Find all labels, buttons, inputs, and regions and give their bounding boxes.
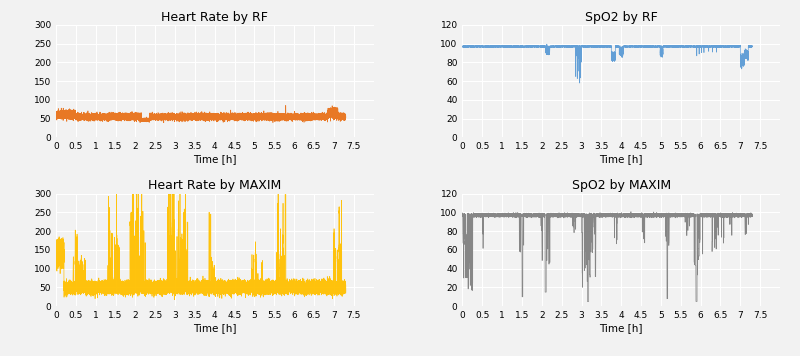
X-axis label: Time [h]: Time [h] xyxy=(599,323,643,333)
X-axis label: Time [h]: Time [h] xyxy=(599,154,643,164)
Title: Heart Rate by RF: Heart Rate by RF xyxy=(162,11,268,24)
X-axis label: Time [h]: Time [h] xyxy=(193,154,237,164)
Title: SpO2 by MAXIM: SpO2 by MAXIM xyxy=(572,179,670,193)
Title: SpO2 by RF: SpO2 by RF xyxy=(585,11,658,24)
X-axis label: Time [h]: Time [h] xyxy=(193,323,237,333)
Title: Heart Rate by MAXIM: Heart Rate by MAXIM xyxy=(148,179,282,193)
